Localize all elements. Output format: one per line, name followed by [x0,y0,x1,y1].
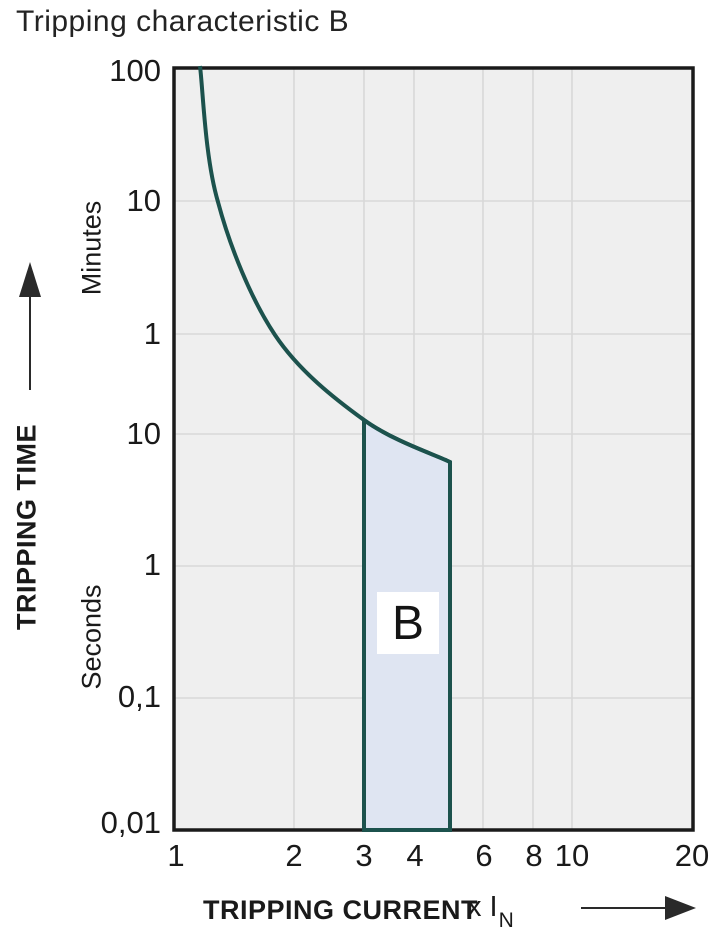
y-axis-tick-label: 0,01 [100,805,161,840]
x-axis-tick-label: 10 [554,838,590,873]
region-B-label: B [377,592,439,654]
y-axis-tick-label: 1 [143,547,161,582]
y-axis-tick-label: 1 [143,316,161,351]
y-axis-title: TRIPPING TIME [11,423,42,631]
x-axis-tick-label: 6 [475,838,493,873]
x-axis-tick-label: 4 [406,838,424,873]
y-axis-arrow-icon [19,262,41,390]
trip-curve [198,65,451,464]
x-axis-tick-label: 1 [167,838,185,873]
y-axis-unit-minutes: Minutes [76,200,107,296]
x-axis-arrow-icon [581,896,696,920]
x-axis-multiplier-text: x I [467,891,498,923]
y-axis-tick-label: 0,1 [117,679,161,714]
x-axis-tick-label: 20 [674,838,710,873]
y-axis-tick-label: 10 [126,416,161,451]
x-axis-tick-label: 2 [285,838,303,873]
chart-title: Tripping characteristic B [16,5,350,38]
x-axis-multiplier-subscript: N [498,908,514,932]
y-axis-unit-seconds: Seconds [76,584,107,690]
y-axis-tick-label: 10 [126,183,161,218]
x-axis-tick-label: 8 [525,838,543,873]
x-axis-multiplier: x IN [467,891,514,932]
x-axis-title: TRIPPING CURRENT [203,895,479,925]
x-axis-tick-label: 3 [355,838,373,873]
y-axis-tick-label: 100 [109,53,161,88]
